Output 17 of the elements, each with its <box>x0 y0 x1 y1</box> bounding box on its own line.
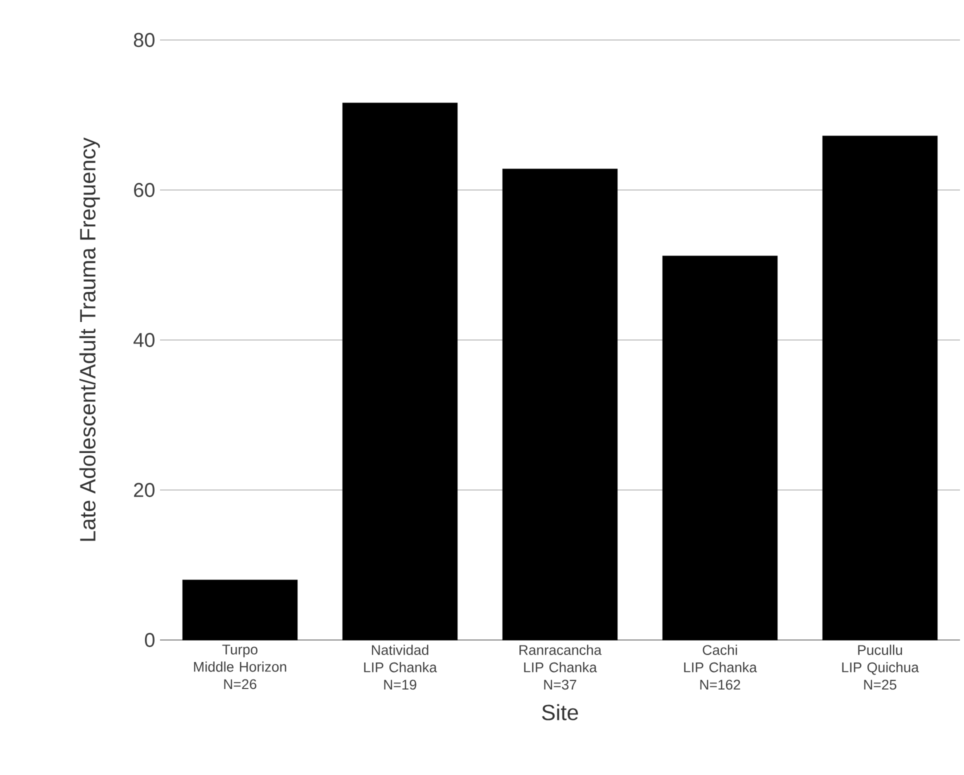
bar <box>662 256 778 640</box>
x-tick-label: Natividad LIP Chanka N=19 <box>364 644 437 690</box>
bar <box>182 580 298 640</box>
y-tick-label: 20 <box>134 483 154 498</box>
x-tick-label: Ranracancha LIP Chanka N=37 <box>520 644 602 690</box>
y-tick-label: 40 <box>134 333 154 348</box>
x-tick-label: Cachi LIP Chanka N=162 <box>684 644 757 690</box>
x-tick-label: Pucullu LIP Quichua N=25 <box>842 644 919 690</box>
x-tick-label: Turpo Middle Horizon N=26 <box>194 644 286 690</box>
bar <box>342 102 458 640</box>
y-tick-label: 80 <box>134 33 154 48</box>
y-tick-label: 0 <box>144 633 154 648</box>
bar <box>502 168 618 640</box>
y-tick-label: 60 <box>134 183 154 198</box>
bar <box>822 136 938 640</box>
x-axis-title: Site <box>542 704 578 720</box>
y-axis-title: Late Adolescent/Adult Trauma Frequency <box>79 138 100 541</box>
